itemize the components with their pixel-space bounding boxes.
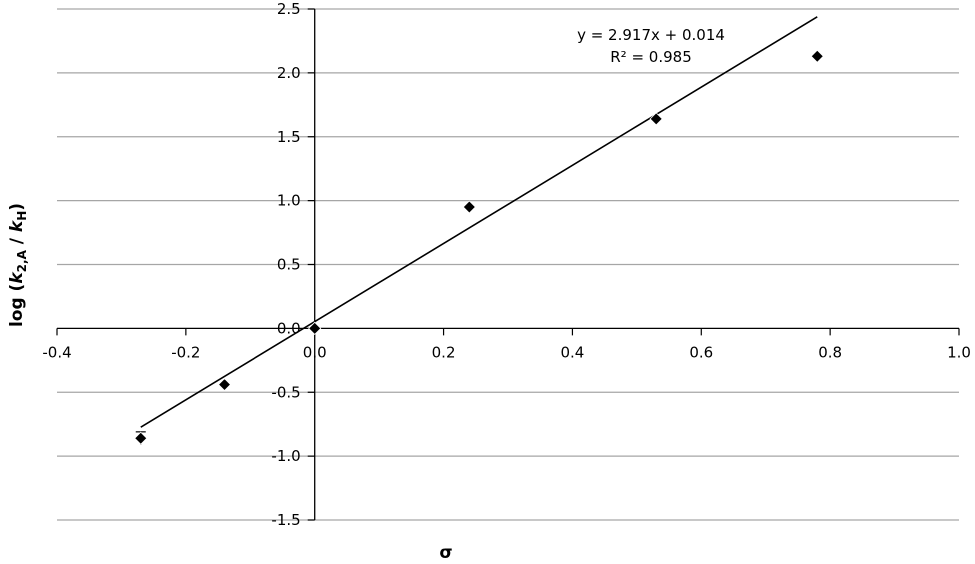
data-point-1 <box>217 378 232 392</box>
y-tick-label-5: 1.0 <box>277 192 301 210</box>
y-axis-title-slash: / <box>7 232 27 250</box>
x-tick-label-7: 1.0 <box>947 343 971 361</box>
y-tick-label-1: -1.0 <box>271 447 300 465</box>
y-axis-title-k2: k <box>7 219 27 232</box>
y-tick-label-3: 0.0 <box>277 319 301 337</box>
y-tick-label-8: 2.5 <box>277 0 301 18</box>
y-tick-label-7: 2.0 <box>277 64 301 82</box>
y-axis-title: log (k2,A / kH) <box>7 203 29 327</box>
gridlines <box>57 8 959 521</box>
y-axis-title-sub1: 2,A <box>15 249 29 272</box>
x-tick-label-4: 0.4 <box>560 343 584 361</box>
y-axis-title-prefix: log ( <box>7 284 27 327</box>
x-tick-label-5: 0.6 <box>689 343 713 361</box>
y-axis-title-k1: k <box>7 271 27 284</box>
x-tick-label-3: 0.2 <box>432 343 456 361</box>
trendline-equation: y = 2.917x + 0.014 <box>577 26 725 44</box>
data-point-3 <box>462 200 476 214</box>
x-tick-label-0: -0.4 <box>42 343 71 361</box>
x-axis-title: σ <box>439 543 452 563</box>
x-tick-labels: -0.4 -0.2 0.0 0.2 0.4 0.6 0.8 1.0 <box>42 343 971 361</box>
x-tick-label-1: -0.2 <box>171 343 200 361</box>
x-ticks <box>56 328 960 336</box>
y-tick-label-4: 0.5 <box>277 256 301 274</box>
data-points <box>134 49 824 445</box>
y-tick-label-2: -0.5 <box>271 383 300 401</box>
y-ticks <box>307 8 315 521</box>
x-tick-label-2: 0.0 <box>303 343 327 361</box>
y-tick-label-6: 1.5 <box>277 128 301 146</box>
data-point-2 <box>308 321 322 335</box>
data-point-5 <box>810 49 824 63</box>
data-point-4 <box>649 112 663 126</box>
y-axis-title-suffix: ) <box>7 203 27 211</box>
r-squared-label: R² = 0.985 <box>610 48 691 66</box>
x-tick-label-6: 0.8 <box>818 343 842 361</box>
data-point-0 <box>134 431 148 445</box>
y-axis-title-sub2: H <box>15 211 29 221</box>
trendline <box>140 16 818 428</box>
y-tick-label-0: -1.5 <box>271 511 300 529</box>
